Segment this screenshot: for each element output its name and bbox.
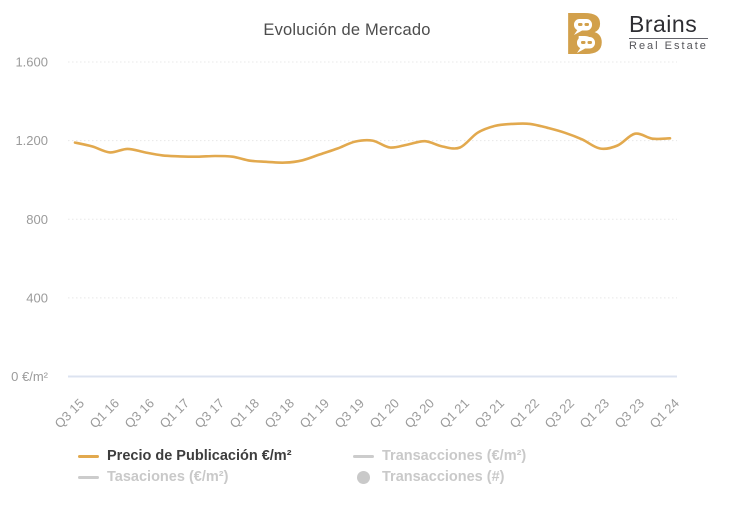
brains-real-estate-logo: B Brains Real Estate [566, 12, 708, 56]
y-tick-label: 800 [26, 212, 48, 227]
logo-text: Brains Real Estate [629, 12, 708, 52]
x-tick-label: Q1 24 [646, 396, 682, 432]
speech-bubble-bottom [577, 37, 595, 53]
x-tick-label: Q3 21 [471, 396, 507, 432]
x-tick-label: Q1 17 [156, 396, 192, 432]
chart-title: Evolución de Mercado [263, 21, 431, 39]
series-precio-publicacion-line [73, 122, 672, 164]
legend-label: Precio de Publicación €/m² [107, 448, 292, 464]
x-tick-label: Q3 18 [261, 396, 297, 432]
line-marker-icon [78, 454, 99, 458]
x-tick-label: Q3 23 [611, 396, 647, 432]
legend-item-tasaciones[interactable]: Tasaciones (€/m²) [78, 467, 353, 487]
x-tick-label: Q3 15 [51, 396, 87, 432]
x-tick-label: Q3 17 [191, 396, 227, 432]
legend-item-precio-publicacion[interactable]: Precio de Publicación €/m² [78, 446, 353, 466]
y-tick-label: 400 [26, 290, 48, 305]
y-tick-label: 1.600 [15, 55, 48, 70]
line-marker-icon [78, 475, 99, 479]
x-tick-label: Q1 23 [576, 396, 612, 432]
legend-label: Transacciones (€/m²) [382, 448, 527, 464]
legend-label: Transacciones (#) [382, 469, 505, 485]
line-marker-icon [353, 454, 374, 458]
x-tick-label: Q1 22 [506, 396, 542, 432]
x-tick-label: Q3 16 [121, 396, 157, 432]
x-tick-label: Q1 19 [296, 396, 332, 432]
speech-bubble-top [574, 19, 592, 35]
svg-text:B: B [566, 12, 606, 56]
x-tick-label: Q3 20 [401, 396, 437, 432]
x-tick-label: Q1 16 [86, 396, 122, 432]
x-tick-label: Q3 22 [541, 396, 577, 432]
logo-tagline: Real Estate [629, 40, 708, 52]
y-tick-label: 0 €/m² [11, 369, 49, 384]
legend-item-transacciones-eur-m2[interactable]: Transacciones (€/m²) [353, 446, 526, 466]
brains-b-icon: B [566, 12, 606, 56]
y-tick-label: 1.200 [15, 133, 48, 148]
x-tick-label: Q1 18 [226, 396, 262, 432]
x-tick-label: Q1 21 [436, 396, 472, 432]
legend-item-transacciones-count[interactable]: Transacciones (#) [353, 467, 526, 487]
circle-marker-icon [357, 470, 370, 484]
logo-brand: Brains [629, 12, 708, 39]
chart-legend: Precio de Publicación €/m² Transacciones… [78, 446, 526, 487]
x-tick-label: Q3 19 [331, 396, 367, 432]
x-tick-label: Q1 20 [366, 396, 402, 432]
legend-label: Tasaciones (€/m²) [107, 469, 229, 485]
